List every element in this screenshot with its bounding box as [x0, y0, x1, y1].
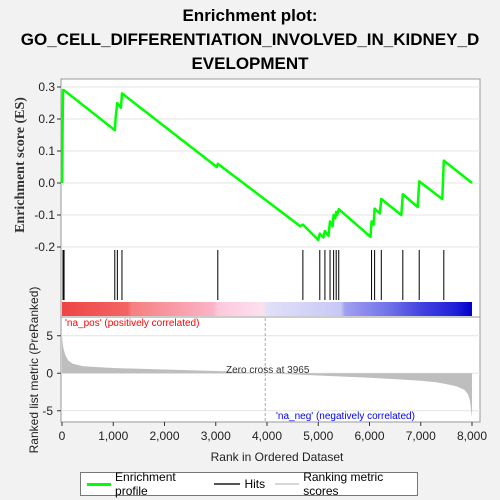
pos-label: 'na_pos' (positively correlated) [65, 318, 199, 329]
metric-y-axis-label: Ranked list metric (PreRanked) [27, 287, 41, 454]
enrichment-profile-line [60, 88, 473, 242]
x-tick-label: 5,000 [303, 429, 333, 443]
x-tick-label: 6,000 [354, 429, 384, 443]
x-axis-ticks: 0 1,000 2,000 3,000 4,000 5,000 6,000 7,000 8,00… [59, 422, 487, 443]
es-ytick-label: -0.2 [34, 240, 55, 254]
legend-swatch-enrichment [87, 482, 112, 486]
legend-swatch-metric [275, 483, 300, 485]
es-y-axis-label: Enrichment score (ES) [13, 97, 28, 233]
hit-markers [62, 250, 445, 300]
legend: Enrichment profile Hits Ranking metric s… [80, 470, 418, 498]
es-ytick-label: 0.2 [38, 112, 55, 126]
legend-label-metric: Ranking metric scores [303, 470, 384, 498]
zero-cross-label: Zero cross at 3965 [226, 365, 310, 376]
title-line-3: EVELOPMENT [191, 54, 309, 73]
x-tick-label: 4,000 [252, 429, 282, 443]
chart-title: Enrichment plot: GO_CELL_DIFFERENTIATION… [0, 4, 500, 76]
es-gridlines [61, 86, 480, 248]
x-tick-label: 0 [59, 429, 66, 443]
es-y-axis-ticks: -0.2 -0.1 0.0 0.1 0.2 0.3 [34, 80, 61, 254]
es-ytick-label: -0.1 [34, 208, 55, 222]
metric-ytick-label: 5 [46, 329, 53, 343]
metric-y-axis-ticks: -5 0 5 [42, 329, 61, 418]
legend-label-hits: Hits [244, 477, 266, 491]
es-ytick-label: 0.3 [38, 80, 55, 94]
x-tick-label: 2,000 [149, 429, 179, 443]
metric-ytick-label: -5 [42, 404, 53, 418]
legend-item-enrichment: Enrichment profile [87, 470, 204, 498]
es-ytick-label: 0.0 [38, 176, 55, 190]
x-tick-label: 7,000 [406, 429, 436, 443]
es-ytick-label: 0.1 [38, 144, 55, 158]
legend-item-metric: Ranking metric scores [275, 470, 413, 498]
neg-label: 'na_neg' (negatively correlated) [276, 411, 415, 422]
metric-ytick-label: 0 [46, 366, 53, 380]
ranking-metric-area [62, 335, 472, 418]
x-tick-label: 8,000 [457, 429, 487, 443]
x-axis-label: Rank in Ordered Dataset [211, 450, 344, 464]
x-tick-label: 1,000 [98, 429, 128, 443]
title-line-2: GO_CELL_DIFFERENTIATION_INVOLVED_IN_KIDN… [20, 30, 480, 49]
legend-item-hits: Hits [214, 477, 265, 491]
es-panel-frame [60, 78, 481, 248]
rank-color-bar [62, 302, 472, 316]
title-line-1: Enrichment plot: [182, 6, 318, 25]
legend-label-enrichment: Enrichment profile [115, 470, 176, 498]
x-tick-label: 3,000 [201, 429, 231, 443]
legend-swatch-hits [214, 483, 241, 485]
